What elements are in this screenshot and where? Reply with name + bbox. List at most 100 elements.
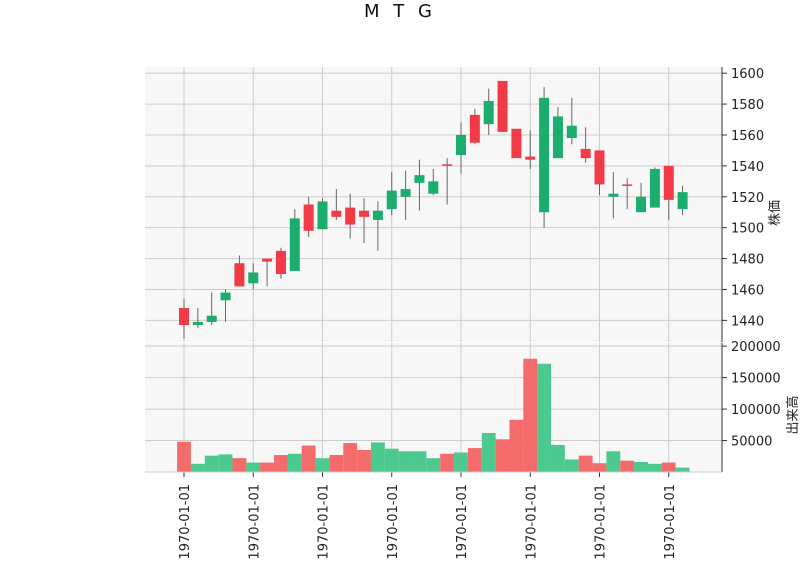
- volume-bar: [301, 445, 316, 472]
- volume-bar: [204, 455, 219, 472]
- chart-title: M T G: [364, 1, 436, 22]
- volume-bar: [564, 459, 579, 472]
- volume-bar: [537, 363, 552, 472]
- candle-body: [359, 210, 370, 217]
- candle-body: [428, 181, 439, 194]
- volume-bar: [412, 451, 427, 472]
- volume-bar: [370, 442, 385, 472]
- candle-body: [400, 189, 411, 197]
- candle-body: [608, 193, 619, 197]
- volume-tick-label: 100000: [731, 403, 781, 418]
- volume-bar: [343, 443, 358, 472]
- price-tick-label: 1460: [731, 283, 764, 298]
- candle-body: [262, 258, 273, 262]
- price-axis-label: 株価: [768, 200, 783, 226]
- candle-body: [594, 150, 605, 185]
- volume-bar: [357, 449, 371, 472]
- price-tick-label: 1520: [731, 191, 764, 206]
- candle-body: [248, 272, 259, 284]
- candle-body: [677, 192, 688, 210]
- candle-body: [331, 210, 342, 217]
- price-tick-label: 1500: [731, 222, 764, 237]
- volume-bar: [647, 463, 662, 472]
- volume-bar: [218, 454, 233, 472]
- volume-bar: [467, 448, 482, 472]
- candle-body: [525, 156, 536, 160]
- candle-body: [483, 100, 494, 125]
- price-tick-label: 1440: [731, 314, 764, 329]
- volume-bar: [523, 358, 538, 472]
- volume-bar: [177, 441, 191, 472]
- volume-bar: [481, 432, 496, 472]
- candle-body: [622, 184, 633, 186]
- volume-axis-label: 出来高: [785, 395, 800, 434]
- candle-body: [345, 207, 356, 225]
- candle-body: [289, 218, 300, 271]
- x-tick-label: 1970-01-01: [455, 484, 470, 560]
- volume-tick-label: 150000: [731, 372, 781, 387]
- volume-bar: [384, 448, 399, 472]
- volume-bar: [592, 463, 607, 472]
- volume-bar: [287, 453, 302, 472]
- x-tick-label: 1970-01-01: [386, 484, 401, 560]
- volume-bar: [495, 439, 510, 472]
- volume-bar: [454, 452, 468, 472]
- volume-bar: [578, 455, 593, 472]
- candle-body: [386, 190, 397, 210]
- candle-body: [372, 210, 383, 220]
- volume-bar: [398, 451, 413, 472]
- candle-body: [179, 308, 189, 326]
- volume-bar: [246, 462, 261, 472]
- volume-bar: [274, 455, 288, 472]
- volume-bar: [315, 458, 330, 472]
- volume-tick-label: 200000: [731, 340, 781, 355]
- volume-bar: [232, 458, 247, 472]
- candle-body: [539, 97, 550, 213]
- volume-bar: [509, 419, 524, 472]
- volume-bar: [634, 461, 648, 472]
- candle-body: [552, 116, 563, 159]
- volume-tick-label: 50000: [731, 435, 772, 450]
- candle-body: [303, 204, 314, 231]
- price-tick-label: 1560: [731, 129, 764, 144]
- x-tick-label: 1970-01-01: [663, 484, 678, 560]
- volume-bar: [426, 458, 441, 472]
- volume-bar: [620, 460, 635, 472]
- candle-body: [442, 164, 453, 166]
- candle-body: [220, 292, 231, 301]
- candle-body: [497, 80, 508, 132]
- candle-body: [663, 165, 674, 200]
- volume-bar: [260, 462, 275, 472]
- x-tick-label: 1970-01-01: [524, 484, 539, 560]
- candle-body: [649, 168, 660, 208]
- x-tick-label: 1970-01-01: [594, 484, 609, 560]
- candle-body: [580, 148, 591, 159]
- x-tick-label: 1970-01-01: [247, 484, 262, 560]
- candle-body: [206, 315, 217, 322]
- volume-panel-bg: [145, 343, 722, 472]
- candle-body: [469, 114, 480, 143]
- candle-body: [275, 250, 286, 275]
- volume-bar: [606, 451, 621, 472]
- candle-body: [566, 125, 577, 139]
- x-tick-label: 1970-01-01: [178, 484, 193, 560]
- price-tick-label: 1580: [731, 98, 764, 113]
- volume-bar: [440, 453, 455, 472]
- volume-bar: [661, 462, 676, 472]
- volume-bar: [675, 467, 690, 472]
- price-tick-label: 1480: [731, 253, 764, 268]
- candle-body: [234, 263, 245, 287]
- price-tick-label: 1600: [731, 67, 764, 82]
- candle-body: [317, 201, 328, 230]
- candle-body: [456, 134, 466, 156]
- volume-bar: [190, 463, 205, 472]
- candle-body: [192, 321, 203, 326]
- volume-bar: [551, 444, 565, 472]
- price-tick-label: 1540: [731, 160, 764, 175]
- candle-body: [636, 196, 647, 213]
- x-tick-label: 1970-01-01: [317, 484, 332, 560]
- candle-body: [414, 175, 425, 183]
- volume-bar: [329, 455, 344, 472]
